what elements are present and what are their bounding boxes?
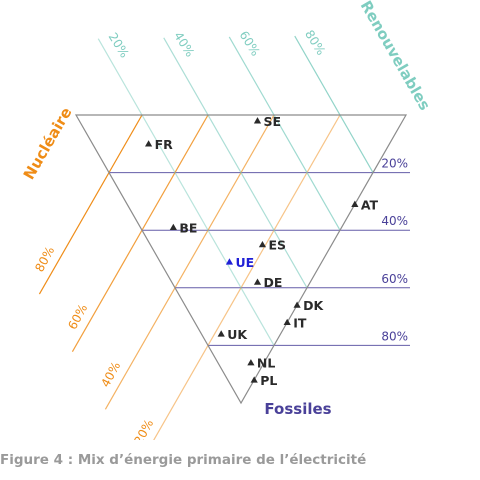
data-point-es xyxy=(258,241,267,248)
ternary-chart: 20%40%60%80%20%40%60%80%20% 40% 60% 80% FRS… xyxy=(20,0,434,440)
data-label-uk: UK xyxy=(227,327,248,342)
tick-labels: 20%40%60%80%20%40%60%80%20% 40% 60% 80% xyxy=(32,28,408,440)
data-point-ue xyxy=(225,258,234,265)
data-label-ue: UE xyxy=(235,255,254,270)
data-points: FR SE AT BE ES UE DE DK IT UK NL PL xyxy=(145,114,379,388)
grid-line-nucleaire xyxy=(71,114,209,352)
data-point-de xyxy=(253,278,262,285)
figure-caption: Figure 4 : Mix d’énergie primaire de l’é… xyxy=(0,452,367,468)
tick-label-nucleaire: 20% xyxy=(131,417,156,440)
grid-line-renouvelables xyxy=(294,35,374,173)
data-point-se xyxy=(253,117,262,124)
tick-label-renouvelables: 60% xyxy=(237,28,263,58)
axis-title-renouvelables: Renouvelables xyxy=(357,0,434,114)
grid-line-nucleaire xyxy=(153,114,341,440)
data-label-nl: NL xyxy=(257,356,275,371)
data-point-uk xyxy=(217,330,225,337)
tick-label-fossiles: 20% xyxy=(381,157,408,171)
data-point-at xyxy=(351,200,359,207)
data-point-nl xyxy=(247,359,255,366)
data-label-be: BE xyxy=(179,220,197,235)
data-label-de: DE xyxy=(264,275,283,290)
data-label-at: AT xyxy=(361,197,379,212)
data-point-fr xyxy=(145,140,153,147)
grid-lines xyxy=(38,35,410,440)
data-label-se: SE xyxy=(264,114,282,129)
data-label-dk: DK xyxy=(303,298,324,313)
data-label-es: ES xyxy=(268,238,286,253)
axis-title-fossiles: Fossiles xyxy=(264,400,331,418)
tick-label-renouvelables: 80% xyxy=(302,28,328,58)
grid-line-nucleaire xyxy=(104,114,275,410)
tick-label-fossiles: 80% xyxy=(381,329,408,343)
tick-label-fossiles: 40% xyxy=(381,214,408,228)
data-label-pl: PL xyxy=(260,373,277,388)
data-point-it xyxy=(283,318,291,326)
grid-line-renouvelables xyxy=(163,37,308,289)
tick-label-fossiles: 60% xyxy=(381,272,408,286)
data-point-be xyxy=(169,223,177,231)
grid-line-nucleaire xyxy=(38,114,143,295)
grid-line-renouvelables xyxy=(97,38,275,346)
ternary-triangle-outline xyxy=(74,114,408,405)
data-point-pl xyxy=(250,376,258,383)
tick-label-renouvelables: 20% xyxy=(106,30,132,60)
grid-line-renouvelables xyxy=(228,36,341,231)
data-label-fr: FR xyxy=(155,137,174,152)
data-label-it: IT xyxy=(293,315,307,330)
tick-label-renouvelables: 40% xyxy=(171,29,197,59)
axis-title-nucleaire: Nucléaire xyxy=(20,104,76,183)
data-point-dk xyxy=(293,301,301,308)
